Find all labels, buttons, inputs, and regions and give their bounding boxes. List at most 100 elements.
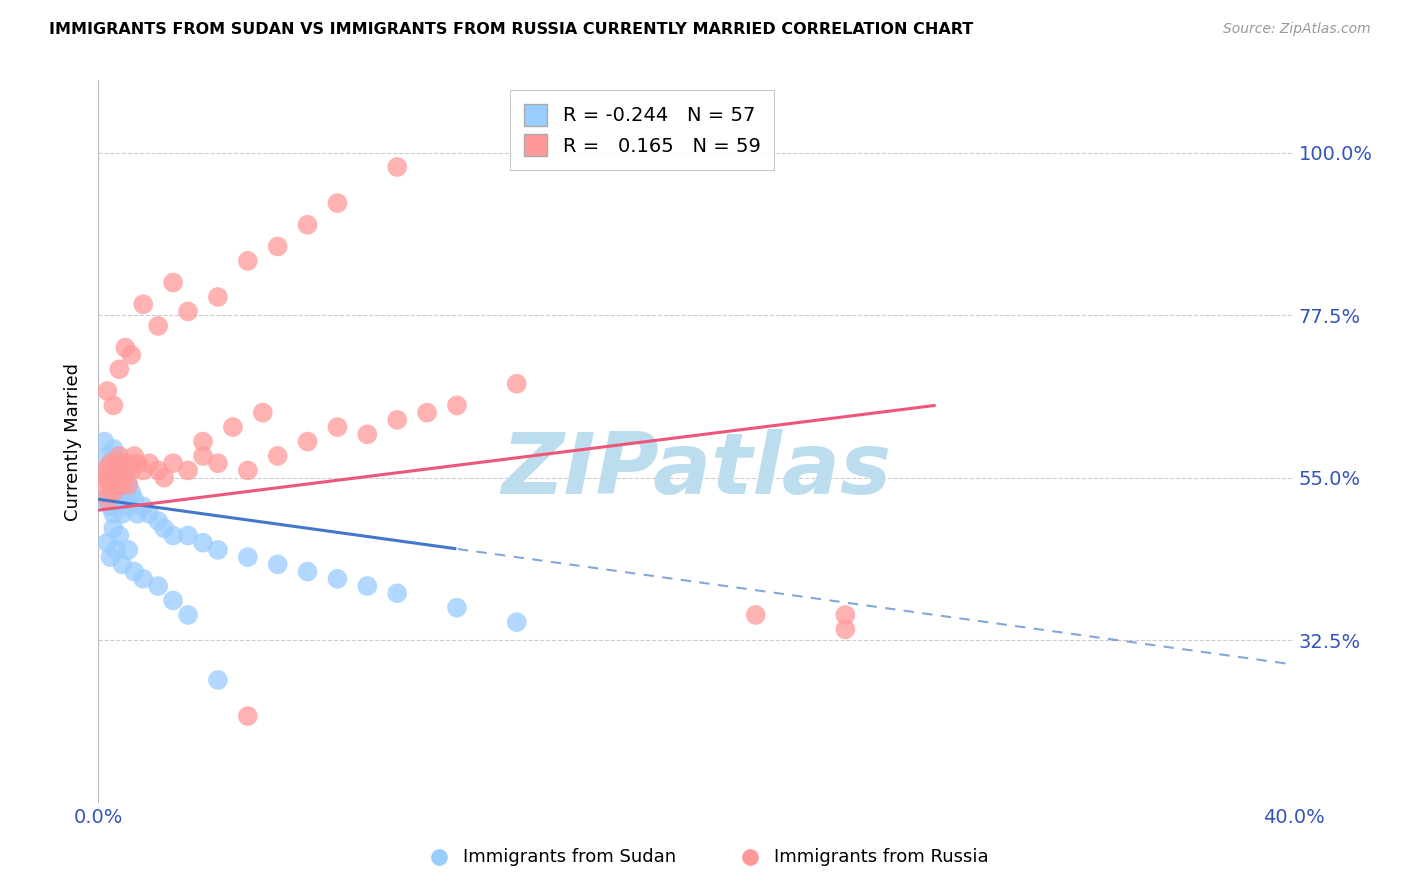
- Point: [111, 478, 134, 492]
- Point: [111, 507, 134, 521]
- Point: [105, 449, 128, 463]
- Point: [103, 521, 125, 535]
- Point: [108, 456, 131, 470]
- Point: [117, 478, 139, 492]
- Point: [124, 565, 146, 579]
- Point: [98, 500, 122, 514]
- Point: [207, 673, 229, 687]
- Point: [103, 485, 125, 500]
- Point: [117, 542, 139, 557]
- Point: [267, 558, 290, 572]
- Text: Immigrants from Sudan: Immigrants from Sudan: [463, 848, 676, 866]
- Point: [148, 463, 170, 477]
- Point: [177, 463, 200, 477]
- Point: [148, 318, 170, 333]
- Point: [127, 507, 149, 521]
- Point: [236, 463, 259, 477]
- Point: [356, 579, 378, 593]
- Point: [111, 558, 134, 572]
- Point: [117, 478, 139, 492]
- Point: [162, 276, 184, 290]
- Point: [98, 456, 122, 470]
- Point: [132, 572, 155, 586]
- Point: [506, 376, 529, 391]
- Point: [111, 485, 134, 500]
- Point: [96, 492, 118, 507]
- Point: [103, 485, 125, 500]
- Point: [105, 542, 128, 557]
- Point: [745, 607, 768, 622]
- Point: [236, 709, 259, 723]
- Point: [446, 600, 468, 615]
- Point: [108, 470, 131, 484]
- Point: [191, 449, 214, 463]
- Point: [148, 514, 170, 528]
- Point: [124, 492, 146, 507]
- Point: [96, 492, 118, 507]
- Point: [108, 528, 131, 542]
- Point: [105, 492, 128, 507]
- Text: Immigrants from Russia: Immigrants from Russia: [773, 848, 988, 866]
- Text: IMMIGRANTS FROM SUDAN VS IMMIGRANTS FROM RUSSIA CURRENTLY MARRIED CORRELATION CH: IMMIGRANTS FROM SUDAN VS IMMIGRANTS FROM…: [49, 22, 973, 37]
- Point: [153, 470, 176, 484]
- Point: [326, 196, 349, 211]
- Point: [207, 542, 229, 557]
- Point: [117, 500, 139, 514]
- Point: [326, 572, 349, 586]
- Point: [98, 456, 122, 470]
- Point: [117, 456, 139, 470]
- Point: [120, 348, 142, 362]
- Point: [138, 507, 160, 521]
- Point: [267, 239, 290, 253]
- Point: [297, 565, 319, 579]
- Point: [108, 485, 131, 500]
- Point: [111, 456, 134, 470]
- Text: ZIPatlas: ZIPatlas: [501, 429, 891, 512]
- Point: [96, 470, 118, 484]
- Point: [103, 398, 125, 412]
- Point: [90, 492, 112, 507]
- Point: [138, 456, 160, 470]
- Point: [108, 449, 131, 463]
- Point: [103, 507, 125, 521]
- Point: [93, 434, 115, 449]
- Point: [105, 470, 128, 484]
- Point: [236, 550, 259, 565]
- Point: [153, 521, 176, 535]
- Point: [177, 607, 200, 622]
- Point: [356, 427, 378, 442]
- Point: [385, 413, 409, 427]
- Point: [222, 420, 245, 434]
- Point: [148, 579, 170, 593]
- Point: [207, 456, 229, 470]
- Point: [120, 485, 142, 500]
- Point: [416, 406, 439, 420]
- Point: [162, 456, 184, 470]
- Legend: R = -0.244   N = 57, R =   0.165   N = 59: R = -0.244 N = 57, R = 0.165 N = 59: [510, 90, 775, 169]
- Point: [177, 528, 200, 542]
- Point: [114, 492, 136, 507]
- Point: [236, 253, 259, 268]
- Point: [177, 304, 200, 318]
- Point: [385, 160, 409, 174]
- Point: [191, 434, 214, 449]
- Point: [114, 470, 136, 484]
- Point: [105, 456, 128, 470]
- Point: [114, 341, 136, 355]
- Point: [103, 442, 125, 456]
- Point: [297, 218, 319, 232]
- Point: [98, 478, 122, 492]
- Point: [267, 449, 290, 463]
- Point: [103, 463, 125, 477]
- Point: [114, 463, 136, 477]
- Point: [834, 623, 856, 637]
- Point: [93, 463, 115, 477]
- Point: [124, 449, 146, 463]
- Point: [96, 449, 118, 463]
- Point: [326, 420, 349, 434]
- Point: [446, 398, 468, 412]
- Point: [834, 607, 856, 622]
- Point: [132, 500, 155, 514]
- Text: Source: ZipAtlas.com: Source: ZipAtlas.com: [1223, 22, 1371, 37]
- Point: [96, 384, 118, 398]
